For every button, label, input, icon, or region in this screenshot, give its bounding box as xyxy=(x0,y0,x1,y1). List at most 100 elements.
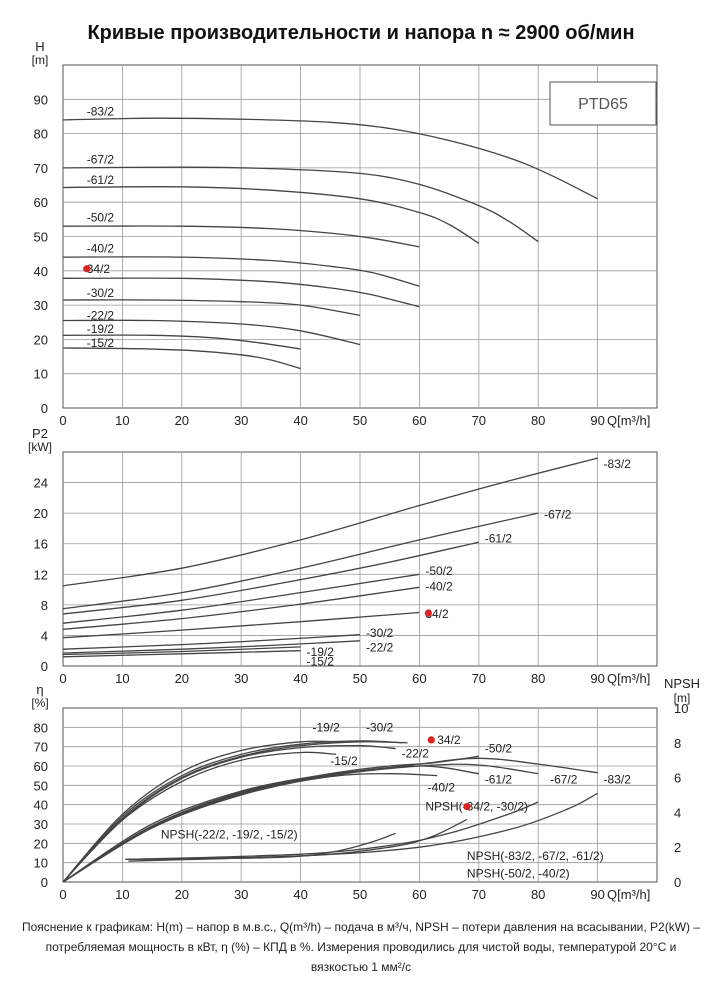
chart1-y-tick-label: 80 xyxy=(34,127,48,142)
chart3-label-30-2: -30/2 xyxy=(366,720,394,734)
chart2-x-tick-label: 70 xyxy=(472,671,486,686)
chart2-y-tick-label: 16 xyxy=(34,537,48,552)
chart2-x-tick-label: 90 xyxy=(590,671,604,686)
chart2-y-tick-label: 20 xyxy=(34,506,48,521)
chart3-npsh-npsh-83-2-67-2-61-2 xyxy=(128,792,598,862)
chart2-x-tick-label: 40 xyxy=(293,671,307,686)
chart2-x-tick-label: 60 xyxy=(412,671,426,686)
chart3-efficiency-83-2 xyxy=(62,757,598,883)
chart1-series-34-2 xyxy=(62,277,420,308)
chart2-y-tick-label: 0 xyxy=(41,659,48,674)
chart3-x-tick-label: 90 xyxy=(590,887,604,902)
chart2-x-tick-label: 30 xyxy=(234,671,248,686)
chart2-y-tick-label: 12 xyxy=(34,567,48,582)
chart1-y-axis-unit: [m] xyxy=(32,53,49,67)
chart1-label-15-2: -15/2 xyxy=(87,336,115,350)
chart3-y2-axis-unit: [m] xyxy=(674,691,691,705)
chart1-x-tick-label: 10 xyxy=(115,413,129,428)
chart2-highlight-marker xyxy=(424,609,432,617)
chart3-highlight-marker xyxy=(463,803,471,811)
chart1-y-axis-label: H xyxy=(35,39,44,54)
chart2-y-axis-unit: [kW] xyxy=(28,440,52,454)
chart1-highlight-marker xyxy=(83,265,91,273)
chart3-y-tick-label: 70 xyxy=(34,740,48,755)
chart1-series-50-2 xyxy=(62,225,420,248)
chart1-label-61-2: -61/2 xyxy=(87,173,115,187)
chart1-y-tick-label: 50 xyxy=(34,230,48,245)
chart1-series-22-2 xyxy=(62,319,361,346)
chart3-x-tick-label: 10 xyxy=(115,887,129,902)
chart3-y-tick-label: 30 xyxy=(34,817,48,832)
chart3-label-40-2: -40/2 xyxy=(428,780,456,794)
chart1-y-tick-label: 30 xyxy=(34,298,48,313)
chart1-series-30-2 xyxy=(62,299,361,317)
chart3-x-tick-label: 40 xyxy=(293,887,307,902)
chart2-label-50-2: -50/2 xyxy=(425,564,453,578)
chart2-x-tick-label: 50 xyxy=(353,671,367,686)
chart3-label-npsh-50-2-40-2: NPSH(-50/2, -40/2) xyxy=(467,866,570,880)
chart3-efficiency-30-2 xyxy=(62,740,402,883)
chart3-y-tick-label: 10 xyxy=(34,856,48,871)
chart1-x-axis-label: Q[m³/h] xyxy=(607,413,650,428)
chart2-label-22-2: -22/2 xyxy=(366,641,394,655)
chart1-y-tick-label: 60 xyxy=(34,195,48,210)
chart1-y-tick-label: 90 xyxy=(34,92,48,107)
chart2-label-15-2: -15/2 xyxy=(307,654,335,668)
chart1-x-tick-label: 30 xyxy=(234,413,248,428)
chart1-x-tick-label: 0 xyxy=(59,413,66,428)
chart3-efficiency-19-2 xyxy=(62,740,343,883)
chart2-label-83-2: -83/2 xyxy=(604,457,632,471)
chart3-npsh-npsh-34-2-30-2 xyxy=(125,818,468,861)
chart1-y-tick-label: 70 xyxy=(34,161,48,176)
chart3-y2-tick-label: 4 xyxy=(674,805,681,820)
chart3-x-tick-label: 30 xyxy=(234,887,248,902)
chart1-label-22-2: -22/2 xyxy=(87,308,115,322)
chart3-y2-axis-label: NPSH xyxy=(664,676,700,691)
chart1-series-19-2 xyxy=(62,334,301,350)
chart2-label-34-2: 34/2 xyxy=(425,607,449,621)
chart2-label-61-2: -61/2 xyxy=(485,531,513,545)
chart3-x-tick-label: 50 xyxy=(353,887,367,902)
chart3-efficiency-34-2 xyxy=(62,741,408,883)
chart2-y-tick-label: 24 xyxy=(34,476,48,491)
chart1-x-tick-label: 50 xyxy=(353,413,367,428)
chart2-series-19-2 xyxy=(62,646,301,656)
chart3-efficiency-15-2 xyxy=(62,751,337,883)
chart1-label-67-2: -67/2 xyxy=(87,152,115,166)
chart1-label-50-2: -50/2 xyxy=(87,211,115,225)
chart1-x-tick-label: 20 xyxy=(175,413,189,428)
chart1-y-tick-label: 20 xyxy=(34,332,48,347)
chart1-series-67-2 xyxy=(62,166,539,243)
footnote: Пояснение к графикам: H(m) – напор в м.в… xyxy=(21,920,701,974)
chart3-label-22-2: -22/2 xyxy=(402,746,430,760)
chart2-label-19-2: -19/2 xyxy=(307,645,335,659)
chart3-label-34-2: 34/2 xyxy=(437,733,461,747)
performance-charts: 0 10 20 30 40 50 60 70 80 900102030405060708090H[… xyxy=(28,39,700,902)
chart2-series-83-2 xyxy=(62,457,598,587)
chart3-label-50-2: -50/2 xyxy=(485,742,513,756)
chart3-y2-tick-label: 8 xyxy=(674,736,681,751)
chart2-x-axis-label: Q[m³/h] xyxy=(607,671,650,686)
chart3-y2-tick-label: 2 xyxy=(674,840,681,855)
chart2-series-22-2 xyxy=(62,640,361,654)
chart3-y-axis-label: η xyxy=(36,682,43,697)
chart3-x-tick-label: 60 xyxy=(412,887,426,902)
chart2-series-40-2 xyxy=(62,586,420,630)
chart1-x-tick-label: 60 xyxy=(412,413,426,428)
chart1-y-tick-label: 0 xyxy=(41,401,48,416)
chart3-label-npsh-22-2-19-2-15-2: NPSH(-22/2, -19/2, -15/2) xyxy=(161,828,298,842)
chart3-x-tick-label: 70 xyxy=(472,887,486,902)
chart3-x-tick-label: 80 xyxy=(531,887,545,902)
chart1-x-tick-label: 70 xyxy=(472,413,486,428)
chart1-series-61-2 xyxy=(62,186,480,244)
chart2-label-30-2: -30/2 xyxy=(366,626,394,640)
chart2-series-67-2 xyxy=(62,512,539,610)
chart3-y-tick-label: 60 xyxy=(34,759,48,774)
chart3-y2-tick-label: 0 xyxy=(674,875,681,890)
chart2-x-tick-label: 0 xyxy=(59,671,66,686)
chart1-label-30-2: -30/2 xyxy=(87,286,115,300)
chart3-y-tick-label: 50 xyxy=(34,778,48,793)
chart2-label-40-2: -40/2 xyxy=(425,580,453,594)
chart2-y-tick-label: 4 xyxy=(41,628,48,643)
chart3-label-83-2: -83/2 xyxy=(604,773,632,787)
